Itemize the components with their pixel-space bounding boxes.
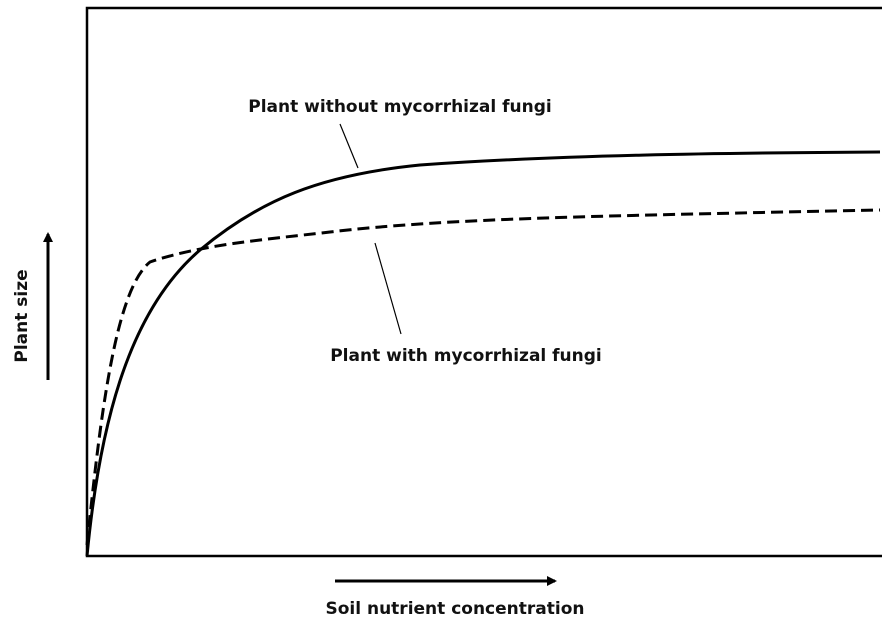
y-axis-label: Plant size <box>12 269 32 362</box>
leader-line <box>339 123 359 169</box>
plot-frame <box>85 6 882 558</box>
leader-line <box>374 242 402 335</box>
curve-without-fungi <box>85 150 881 557</box>
annotation: Plant without mycorrhizal fungi <box>248 97 551 117</box>
curve-with-fungi <box>85 208 881 546</box>
annotation: Plant with mycorrhizal fungi <box>330 346 602 366</box>
x-axis-label: Soil nutrient concentration <box>325 599 584 619</box>
